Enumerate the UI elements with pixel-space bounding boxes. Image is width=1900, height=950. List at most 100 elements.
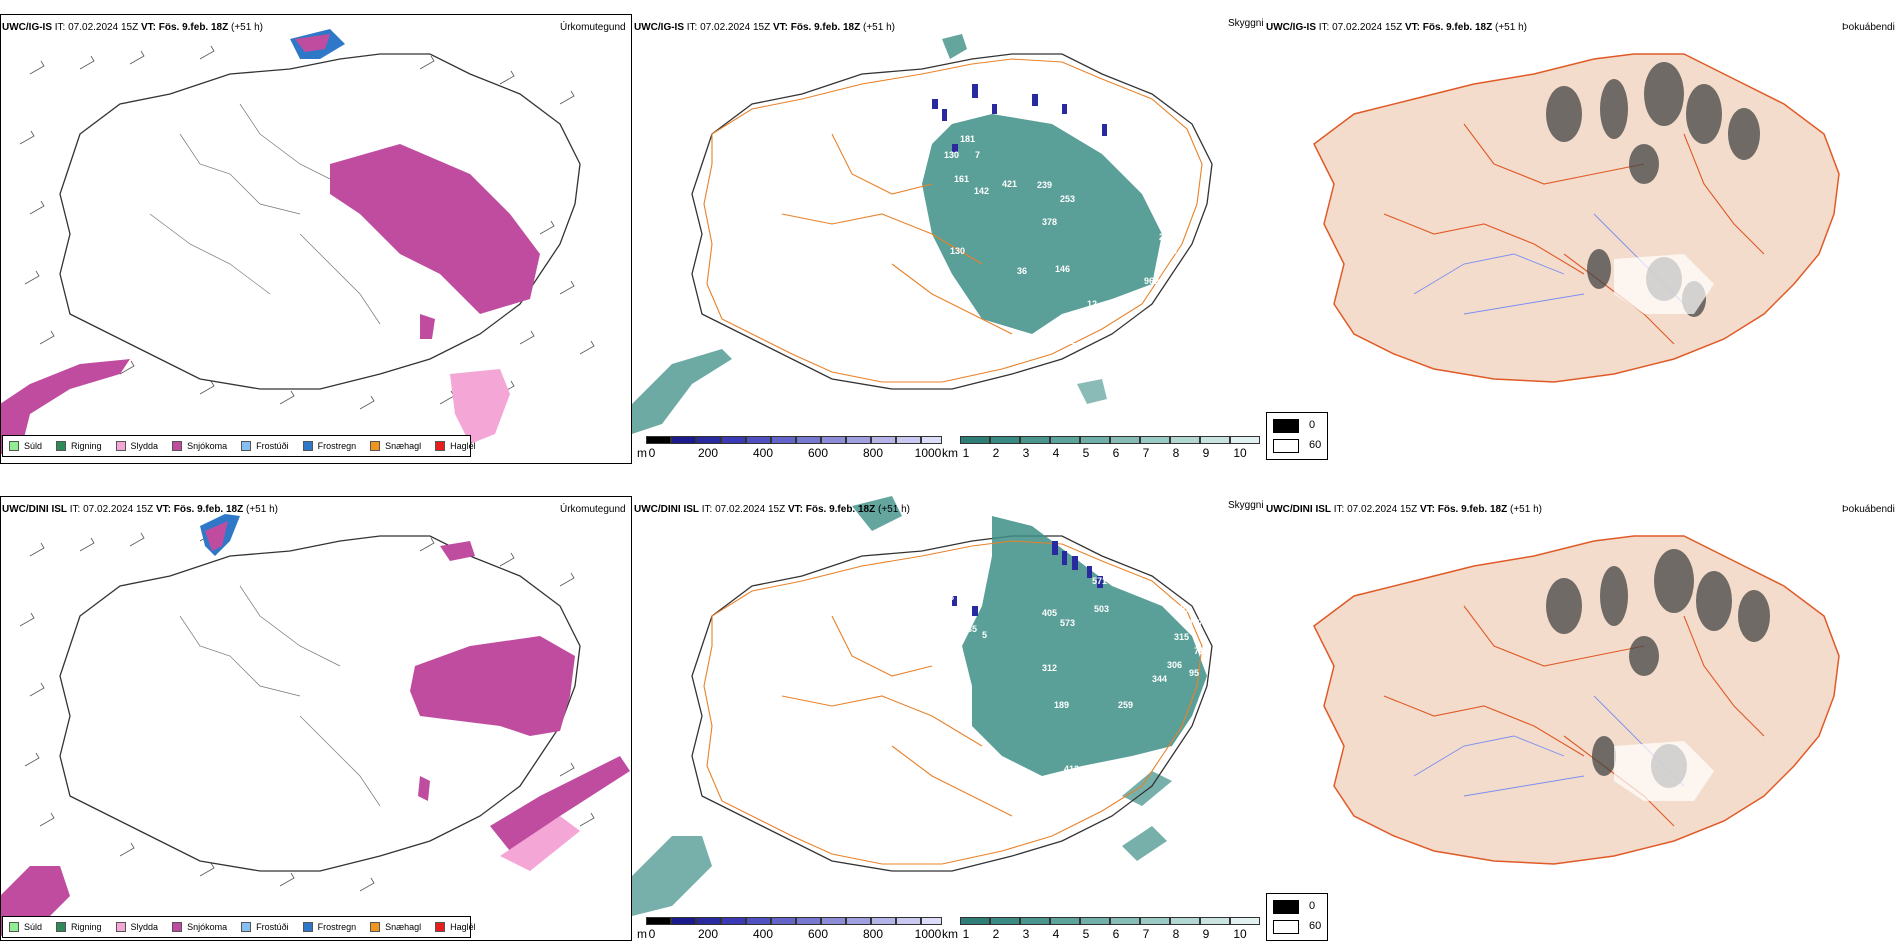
fog-index-map-2 [1264,496,1900,916]
cloud-base-unit: m [637,446,647,460]
visibility-swatch [990,436,1020,444]
cloud-base-swatch [746,436,771,444]
cloud-base-swatch [746,917,771,925]
snow-area [330,144,540,314]
cloud-base-swatch [771,917,796,925]
fog-key-label: 0 [1309,419,1316,431]
visibility-tick: 8 [1172,927,1180,941]
legend-swatch [370,922,381,932]
cloud-base-value: 405 [1042,608,1058,618]
cloud-base-value: 378 [1042,217,1058,227]
cloud-base-value: 254 [1159,232,1175,242]
visibility-swatch [1080,917,1110,925]
cloud-base-value: 122 [1060,336,1076,346]
fog-header-1: UWC/IG-IS IT: 07.02.2024 15Z VT: Fös. 9.… [1266,22,1527,33]
legend-item-freezing-rain: Frostregn [302,922,356,932]
cloud-base-value: 239 [1037,180,1053,190]
fog-key-swatch [1273,419,1299,433]
cloud-base-swatch [921,436,942,444]
cloud-base-tick: 400 [752,446,774,460]
fog-index-key-1: 0 60 [1266,412,1328,460]
visibility-tick: 9 [1202,927,1210,941]
fog-title-1: Þokuábendi [1842,22,1895,33]
cloud-base-value: 181 [960,134,976,144]
visibility-tick: 7 [1142,927,1150,941]
cloud-base-scale-2: m 0 200 400 600 800 1000 [637,917,942,943]
cloud-base-scale-1: m 0 200 400 600 800 1000 [637,436,942,462]
cloud-base-value: 7 [975,150,981,160]
cloud-base-tick: 400 [752,927,774,941]
legend-swatch [435,441,446,451]
visibility-swatch [1230,436,1260,444]
cloud-base-value: 297 [1188,618,1204,628]
cloud-base-value: 962 [1144,276,1160,286]
legend-swatch [115,441,126,451]
precip-header-2: UWC/DINI ISL IT: 07.02.2024 15Z VT: Fös.… [2,504,278,515]
visibility-tick: 5 [1082,927,1090,941]
cloud-base-swatch [696,917,721,925]
cloud-base-value: 189 [1054,700,1070,710]
fog-header-2: UWC/DINI ISL IT: 07.02.2024 15Z VT: Fös.… [1266,504,1542,515]
visibility-tick: 7 [1142,446,1150,460]
visibility-map-1 [632,14,1264,434]
visibility-header-2: UWC/DINI ISL IT: 07.02.2024 15Z VT: Fös.… [634,504,910,515]
cloud-base-swatch [846,436,871,444]
cloud-base-value: 357 [1175,604,1191,614]
visibility-tick: 3 [1022,446,1030,460]
legend-item-rain: Rigning [56,922,102,932]
visibility-tick: 9 [1202,446,1210,460]
row-2: UWC/DINI ISL IT: 07.02.2024 15Z VT: Fös.… [0,480,1900,950]
visibility-header-1: UWC/IG-IS IT: 07.02.2024 15Z VT: Fös. 9.… [634,22,895,33]
precip-title-1: Úrkomutegund [560,22,626,33]
precip-legend-2: Súld Rigning Slydda Snjókoma Frostúði Fr… [2,916,476,938]
cloud-base-value: 185 [962,624,978,634]
cloud-base-tick: 200 [697,927,719,941]
visibility-swatch [1200,436,1230,444]
fog-title-2: Þokuábendi [1842,504,1895,515]
cloud-base-value: 12 [1087,299,1098,309]
visibility-map-graphic [632,34,1213,434]
legend-item-rain: Rigning [56,441,102,451]
visibility-swatch [960,917,990,925]
cloud-base-swatch [896,436,921,444]
visibility-swatch [1110,436,1140,444]
cloud-base-tick: 800 [862,446,884,460]
visibility-tick: 2 [992,927,1000,941]
legend-swatch [435,922,446,932]
cloud-base-value: 571 [1092,576,1108,586]
visibility-tick: 2 [992,446,1000,460]
cloud-base-value: 309 [1162,246,1178,256]
cloud-base-value: 259 [1118,700,1134,710]
visibility-unit: km [942,927,958,941]
legend-item-hail: Haglél [435,441,476,451]
cloud-base-tick: 800 [862,927,884,941]
legend-swatch [302,441,313,451]
precip-type-map-2 [0,496,632,941]
cloud-base-tick: 600 [807,446,829,460]
legend-item-freezing-rain: Frostregn [302,441,356,451]
visibility-swatch [1080,436,1110,444]
fog-key-swatch [1273,439,1299,453]
cloud-base-value: 36 [1017,266,1028,276]
visibility-swatch [1110,917,1140,925]
visibility-tick: 1 [962,446,970,460]
cloud-base-swatch [896,917,921,925]
visibility-map-2 [632,496,1264,916]
precip-header-1: UWC/IG-IS IT: 07.02.2024 15Z VT: Fös. 9.… [2,22,263,33]
cloud-base-value: 503 [1094,604,1110,614]
legend-item-snow: Snjókoma [172,441,227,451]
iceland-outline [691,535,1213,872]
fog-key-swatch [1273,920,1299,934]
visibility-tick: 4 [1052,927,1060,941]
visibility-swatch [1050,436,1080,444]
visibility-tick: 10 [1233,927,1247,941]
visibility-swatch [1230,917,1260,925]
cloud-base-value: 421 [1002,179,1018,189]
cloud-base-tick: 1000 [914,927,942,941]
wind-barbs [19,45,595,410]
fog-area [962,516,1207,776]
iceland-outline [59,535,581,872]
legend-swatch [172,441,183,451]
cloud-base-value: 71 [1194,646,1205,656]
visibility-swatch [1170,917,1200,925]
